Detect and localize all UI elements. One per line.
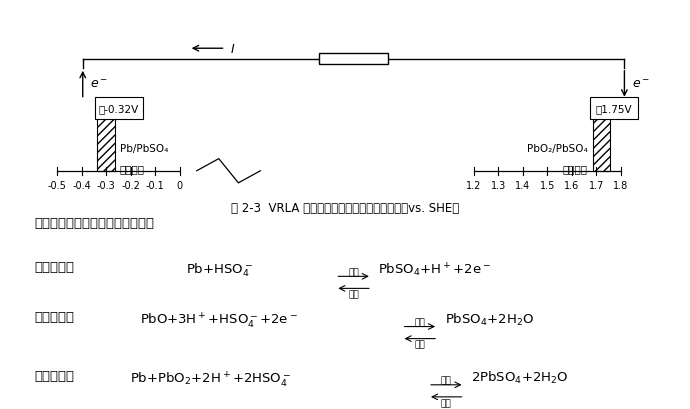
Text: $e^-$: $e^-$	[632, 78, 650, 91]
Text: -0.3: -0.3	[97, 180, 115, 190]
Text: -0.4: -0.4	[72, 180, 91, 190]
Text: 约-0.32V: 约-0.32V	[99, 104, 139, 114]
Text: 负极反应：: 负极反应：	[34, 261, 74, 274]
Text: 充电: 充电	[415, 340, 425, 349]
Text: 1.4: 1.4	[515, 180, 531, 190]
Bar	[95, 98, 143, 120]
Text: 1.6: 1.6	[564, 180, 580, 190]
Text: Pb+HSO$_4^-$: Pb+HSO$_4^-$	[186, 261, 253, 278]
Text: Pb+PbO$_2$+2H$^+$+2HSO$_4^-$: Pb+PbO$_2$+2H$^+$+2HSO$_4^-$	[130, 369, 291, 388]
Text: 放电: 放电	[441, 376, 452, 385]
Text: 放电: 放电	[348, 267, 359, 276]
Text: $I$: $I$	[230, 43, 236, 56]
Text: 充电: 充电	[348, 290, 359, 299]
Text: 正极反应：: 正极反应：	[34, 311, 74, 324]
Text: PbSO$_4$+H$^+$+2e$^-$: PbSO$_4$+H$^+$+2e$^-$	[378, 261, 491, 278]
Text: 约1.75V: 约1.75V	[595, 104, 632, 114]
Bar	[593, 108, 610, 171]
Text: 1.8: 1.8	[613, 180, 629, 190]
Bar	[319, 54, 388, 65]
Text: -0.1: -0.1	[146, 180, 164, 190]
Text: 1.3: 1.3	[491, 180, 506, 190]
Text: 1.5: 1.5	[540, 180, 555, 190]
Text: 1.2: 1.2	[466, 180, 482, 190]
Text: 铅酸蓄电池的两个电极反应如下。: 铅酸蓄电池的两个电极反应如下。	[34, 216, 154, 229]
Text: $e^-$: $e^-$	[90, 78, 108, 91]
Text: 1.7: 1.7	[589, 180, 604, 190]
Text: 图 2-3  VRLA 电池的放电反应与正、负极电势（vs. SHE）: 图 2-3 VRLA 电池的放电反应与正、负极电势（vs. SHE）	[231, 201, 459, 214]
Text: Pb/PbSO₄: Pb/PbSO₄	[119, 143, 168, 153]
Text: 平衡电位: 平衡电位	[119, 164, 144, 174]
Text: -0.5: -0.5	[48, 180, 66, 190]
Text: 0: 0	[177, 180, 183, 190]
Bar	[97, 108, 115, 171]
Text: 2PbSO$_4$+2H$_2$O: 2PbSO$_4$+2H$_2$O	[471, 369, 569, 385]
Text: 电池反应：: 电池反应：	[34, 369, 74, 382]
Text: PbO+3H$^+$+HSO$_4^-$+2e$^-$: PbO+3H$^+$+HSO$_4^-$+2e$^-$	[140, 311, 298, 330]
Text: -0.2: -0.2	[121, 180, 140, 190]
Text: PbO₂/PbSO₄: PbO₂/PbSO₄	[527, 143, 588, 153]
Text: PbSO$_4$+2H$_2$O: PbSO$_4$+2H$_2$O	[444, 311, 534, 327]
Text: 充电: 充电	[441, 398, 452, 407]
Text: 平衡电位: 平衡电位	[562, 164, 588, 174]
Bar	[590, 98, 638, 120]
Text: 放电: 放电	[415, 318, 425, 327]
